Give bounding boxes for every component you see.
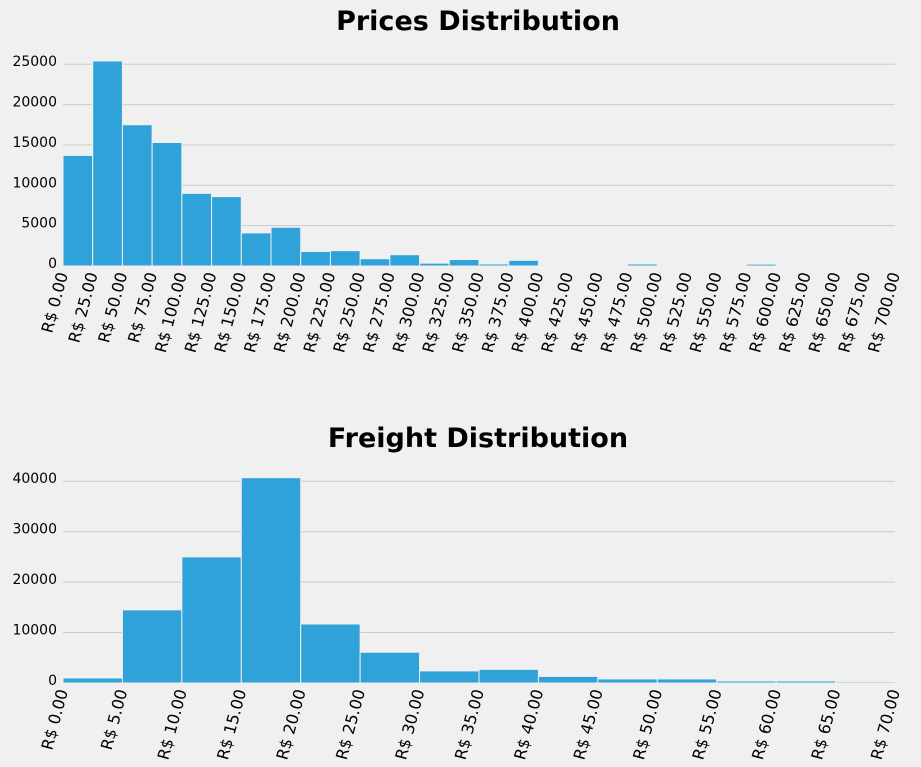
prices-bar	[537, 264, 569, 267]
prices-bar	[62, 154, 94, 267]
freight-chart-title: Freight Distribution	[328, 423, 628, 454]
prices-y-tick-label: 20000	[12, 95, 57, 111]
freight-bar	[775, 680, 837, 684]
prices-bar	[627, 263, 658, 267]
freight-x-tick-label: R$ 50.00	[629, 687, 666, 762]
freight-x-tick-label: R$ 30.00	[391, 687, 428, 762]
freight-bars	[62, 477, 896, 684]
freight-chart: Freight Distribution 0 10000 20000 30000 400…	[12, 423, 903, 762]
freight-x-tick-label: R$ 10.00	[154, 687, 191, 762]
prices-x-axis: R$ 0.00R$ 25.00R$ 50.00R$ 75.00R$ 100.00…	[37, 270, 903, 354]
freight-x-tick-label: R$ 0.00	[37, 687, 71, 752]
freight-bar	[656, 678, 718, 684]
freight-bar	[419, 670, 480, 684]
prices-y-tick-label: 10000	[12, 175, 57, 191]
freight-x-tick-label: R$ 60.00	[748, 687, 785, 762]
freight-bar	[62, 677, 123, 684]
prices-bar	[448, 259, 480, 267]
freight-y-tick-label: 0	[48, 673, 57, 689]
freight-x-tick-label: R$ 45.00	[570, 687, 607, 762]
prices-x-tick-label: R$ 0.00	[37, 270, 71, 335]
freight-x-tick-label: R$ 40.00	[510, 687, 547, 762]
prices-bar	[389, 254, 421, 267]
freight-x-tick-label: R$ 15.00	[213, 687, 250, 762]
prices-bar	[300, 250, 331, 267]
freight-bar	[716, 680, 777, 684]
prices-bar	[270, 226, 302, 267]
freight-y-axis: 0 10000 20000 30000 40000	[12, 471, 57, 689]
prices-bar	[478, 263, 510, 267]
prices-bar	[329, 250, 361, 267]
prices-bar	[567, 264, 599, 267]
prices-y-tick-label: 0	[48, 256, 57, 272]
freight-x-tick-label: R$ 20.00	[273, 687, 310, 762]
prices-bar	[211, 196, 242, 267]
prices-chart: Prices Distribution 0 5000 10000 15000 20000…	[12, 6, 903, 355]
prices-bar	[181, 192, 213, 267]
freight-x-tick-label: R$ 65.00	[807, 687, 844, 762]
freight-y-tick-label: 30000	[12, 522, 57, 538]
freight-bar	[300, 623, 361, 684]
freight-x-tick-label: R$ 70.00	[867, 687, 904, 762]
prices-bar	[121, 124, 153, 267]
freight-y-tick-label: 40000	[12, 471, 57, 487]
prices-bar	[92, 60, 123, 267]
freight-bar	[359, 651, 421, 684]
prices-bar	[686, 264, 718, 267]
prices-bar	[864, 264, 896, 267]
freight-x-tick-label: R$ 35.00	[451, 687, 488, 762]
freight-bar	[835, 681, 896, 684]
freight-bar	[478, 668, 539, 684]
freight-x-tick-label: R$ 25.00	[332, 687, 369, 762]
prices-y-tick-label: 15000	[12, 135, 57, 151]
prices-bar	[240, 232, 272, 267]
prices-bar	[745, 263, 777, 267]
freight-bar	[597, 678, 658, 684]
prices-chart-title: Prices Distribution	[336, 6, 620, 37]
freight-bar	[537, 675, 599, 684]
freight-bar	[240, 477, 302, 684]
prices-bar	[359, 258, 391, 267]
prices-bar	[151, 142, 183, 267]
prices-bar	[508, 259, 539, 267]
freight-y-tick-label: 10000	[12, 623, 57, 639]
prices-bar	[419, 262, 450, 267]
prices-y-tick-label: 25000	[12, 54, 57, 70]
freight-y-tick-label: 20000	[12, 572, 57, 588]
freight-x-axis: R$ 0.00 R$ 5.00 R$ 10.00 R$ 15.00 R$ 20.00 R$…	[37, 687, 903, 762]
freight-bar	[121, 609, 183, 684]
prices-y-tick-label: 5000	[21, 216, 57, 232]
freight-x-tick-label: R$ 55.00	[689, 687, 726, 762]
freight-x-tick-label: R$ 5.00	[97, 687, 131, 752]
freight-bar	[181, 556, 242, 684]
prices-bars	[62, 60, 896, 267]
prices-y-axis: 0 5000 10000 15000 20000 25000	[12, 54, 57, 272]
